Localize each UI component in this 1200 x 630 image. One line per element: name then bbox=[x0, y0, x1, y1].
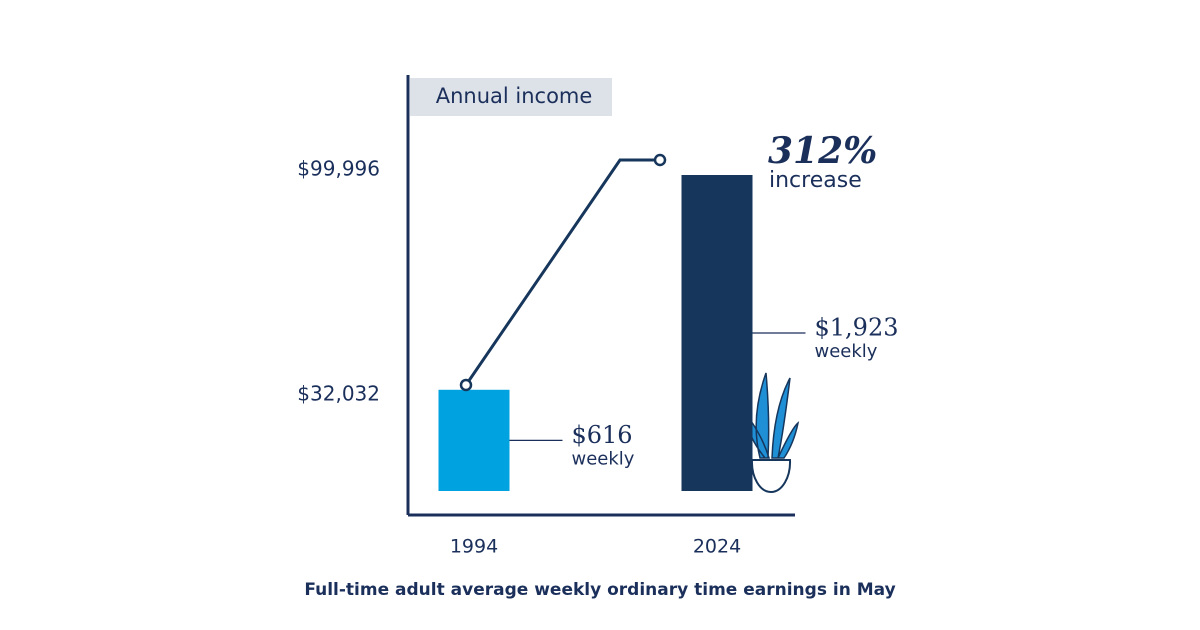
line-point bbox=[653, 153, 667, 167]
annual-title: Annual income bbox=[436, 84, 593, 108]
annotation-value: 312% bbox=[768, 130, 877, 172]
title-box bbox=[410, 78, 612, 116]
bar bbox=[438, 389, 510, 491]
value-unit: weekly bbox=[815, 341, 878, 362]
footnote: Full-time adult average weekly ordinary … bbox=[304, 580, 895, 600]
line-point bbox=[459, 378, 473, 392]
line-value-label: $99,996 bbox=[297, 157, 380, 181]
value-unit: weekly bbox=[572, 448, 635, 469]
x-tick-label: 2024 bbox=[693, 536, 741, 558]
value-label: $1,923 bbox=[815, 314, 899, 342]
line-series bbox=[464, 158, 660, 386]
x-tick-label: 1994 bbox=[450, 536, 498, 558]
annotation-text: increase bbox=[769, 168, 862, 193]
line-value-label: $32,032 bbox=[297, 381, 380, 405]
value-label: $616 bbox=[572, 421, 633, 449]
plant bbox=[747, 372, 800, 494]
bar bbox=[681, 175, 753, 491]
